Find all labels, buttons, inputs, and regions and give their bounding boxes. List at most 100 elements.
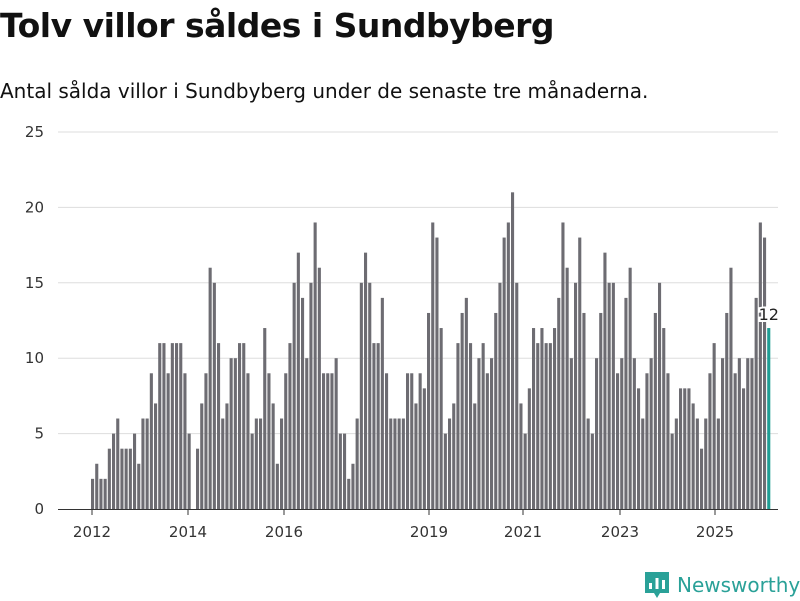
bar xyxy=(481,343,485,509)
bar xyxy=(158,343,162,509)
bar xyxy=(548,343,552,509)
bar xyxy=(355,418,359,509)
bar xyxy=(599,312,603,509)
bar xyxy=(700,448,704,509)
bars xyxy=(91,192,771,510)
bar xyxy=(351,463,355,509)
bar xyxy=(620,358,624,509)
bar xyxy=(523,433,527,509)
bar xyxy=(725,312,729,509)
bar xyxy=(553,328,557,509)
bar xyxy=(527,388,531,509)
bar xyxy=(204,373,208,509)
bar xyxy=(359,282,363,509)
bar xyxy=(288,343,292,509)
bar xyxy=(540,328,544,509)
bar xyxy=(166,373,170,509)
bar xyxy=(385,373,389,509)
bar xyxy=(506,222,510,510)
bar xyxy=(439,328,443,509)
bar xyxy=(561,222,565,510)
bar xyxy=(742,388,746,509)
bar xyxy=(317,267,321,509)
bar xyxy=(763,237,767,509)
bar xyxy=(557,297,561,509)
bar xyxy=(162,343,166,509)
bar xyxy=(229,358,233,509)
bar xyxy=(519,403,523,509)
bar xyxy=(662,328,666,509)
bar xyxy=(128,448,132,509)
brand-name: Newsworthy xyxy=(677,573,800,597)
bar xyxy=(582,312,586,509)
bar xyxy=(544,343,548,509)
bar xyxy=(187,433,191,509)
y-tick-label: 20 xyxy=(25,198,44,216)
bar xyxy=(683,388,687,509)
bar xyxy=(254,418,258,509)
x-tick-label: 2016 xyxy=(265,523,303,541)
y-tick-label: 15 xyxy=(25,274,44,292)
bar xyxy=(380,297,384,509)
bar xyxy=(242,343,246,509)
bar xyxy=(733,373,737,509)
bar xyxy=(271,403,275,509)
bar xyxy=(578,237,582,509)
bar xyxy=(721,358,725,509)
bar xyxy=(103,478,107,509)
bar xyxy=(708,373,712,509)
bar xyxy=(330,373,334,509)
bar xyxy=(603,252,607,509)
brand-logo[interactable]: Newsworthy xyxy=(645,569,800,601)
bar xyxy=(183,373,187,509)
x-tick-label: 2023 xyxy=(601,523,639,541)
bar xyxy=(595,358,599,509)
bar xyxy=(637,388,641,509)
bar xyxy=(343,433,347,509)
bar xyxy=(133,433,137,509)
bar xyxy=(99,478,103,509)
bar xyxy=(309,282,313,509)
bar xyxy=(263,328,267,509)
bar xyxy=(217,343,221,509)
y-axis-ticks: 0 5 10 15 20 25 xyxy=(25,123,44,518)
bar xyxy=(431,222,435,510)
bar xyxy=(754,297,758,509)
bar xyxy=(116,418,120,509)
bar xyxy=(238,343,242,509)
bar xyxy=(124,448,128,509)
bar xyxy=(494,312,498,509)
bar xyxy=(179,343,183,509)
bar xyxy=(674,418,678,509)
bar xyxy=(758,222,762,510)
bar xyxy=(107,448,111,509)
bar xyxy=(267,373,271,509)
y-tick-label: 10 xyxy=(25,349,44,367)
bar xyxy=(280,418,284,509)
bar xyxy=(469,343,473,509)
bar xyxy=(611,282,615,509)
bar xyxy=(334,358,338,509)
bar xyxy=(536,343,540,509)
bar xyxy=(95,463,99,509)
bar xyxy=(221,418,225,509)
bar xyxy=(712,343,716,509)
bar xyxy=(338,433,342,509)
bar xyxy=(120,448,124,509)
bar xyxy=(301,297,305,509)
x-tick-label: 2014 xyxy=(169,523,207,541)
bar xyxy=(250,433,254,509)
bar xyxy=(586,418,590,509)
bar xyxy=(649,358,653,509)
bar xyxy=(443,433,447,509)
bar xyxy=(490,358,494,509)
bar xyxy=(322,373,326,509)
bar xyxy=(750,358,754,509)
bar xyxy=(406,373,410,509)
bar xyxy=(112,433,116,509)
bar xyxy=(448,418,452,509)
bar xyxy=(691,403,695,509)
bar xyxy=(275,463,279,509)
bar xyxy=(225,403,229,509)
bar xyxy=(141,418,145,509)
